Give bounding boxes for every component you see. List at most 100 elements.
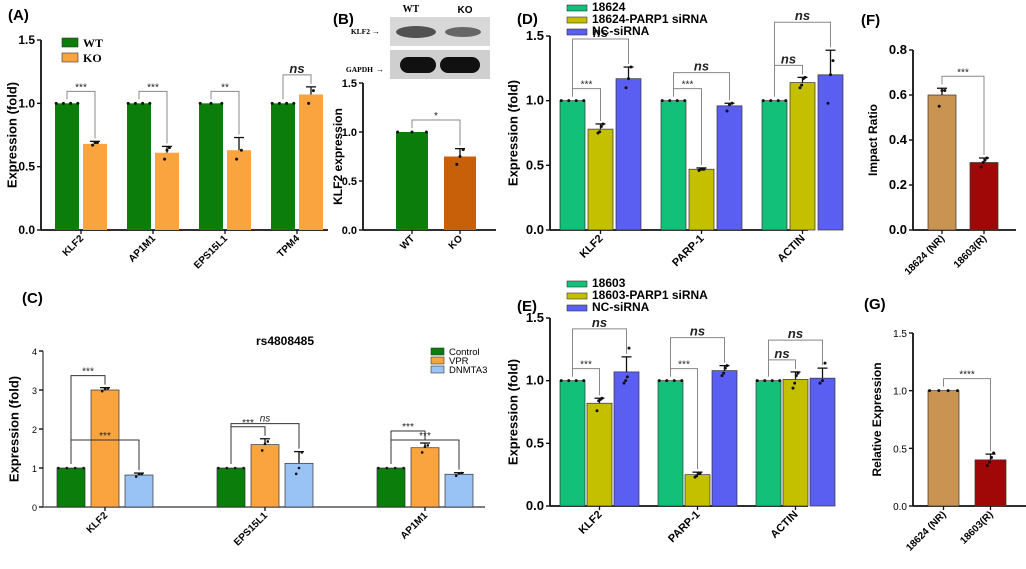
data-point [559, 379, 563, 383]
legend-swatch [566, 28, 588, 36]
legend-swatch [61, 37, 79, 48]
data-point [985, 156, 989, 160]
significance-bracket [230, 423, 300, 464]
bar [809, 377, 836, 507]
y-tick-label: 0.0 [526, 498, 544, 513]
significance-label: ns [690, 324, 705, 339]
data-point [730, 101, 734, 105]
x-tick-label: AP1M1 [127, 233, 159, 265]
legend-label: Control [449, 347, 480, 358]
data-point [297, 466, 301, 470]
chart-title-c: rs4808485 [256, 334, 314, 348]
data-point [985, 464, 989, 468]
data-point [680, 379, 684, 383]
legend-label: KO [83, 51, 102, 65]
data-point [69, 101, 73, 105]
data-point [460, 471, 464, 475]
data-point [937, 104, 941, 108]
panel-label-f: (F) [861, 12, 880, 29]
data-point [946, 389, 950, 393]
blot-lane-label-wt: WT [403, 4, 420, 15]
data-point [627, 77, 630, 81]
data-point [761, 99, 765, 103]
legend-swatch [566, 4, 588, 12]
x-tick-label: WT [398, 233, 417, 252]
x-tick-label: KO [447, 233, 466, 252]
data-point [981, 161, 985, 164]
significance-label: ** [221, 82, 229, 93]
y-axis-label: Expression (fold) [506, 359, 521, 465]
data-point [657, 379, 661, 383]
data-point [567, 99, 571, 103]
data-point [574, 99, 578, 103]
data-point [385, 466, 389, 470]
data-point [163, 157, 167, 161]
legend-swatch [430, 347, 445, 356]
data-point [723, 366, 727, 370]
data-point [672, 379, 676, 383]
bar [716, 105, 743, 231]
data-point [803, 75, 807, 79]
data-point [791, 386, 795, 390]
data-point [627, 346, 631, 350]
bar [124, 474, 154, 508]
data-point [292, 101, 296, 105]
data-point [800, 83, 804, 87]
y-tick-label: 1.5 [18, 33, 35, 47]
data-point [93, 141, 97, 145]
data-point [720, 374, 724, 378]
data-point [725, 109, 729, 113]
data-point [167, 146, 171, 150]
panel-c: 0 1 2 3 4 Expression (fold) KLF2 EPS15L1 AP1M1 **… [7, 347, 488, 548]
blot-band-klf2-wt [396, 26, 436, 38]
panel-e: 0.0 0.5 1.0 1.5 Expression (fold) KLF2 PARP-1 A… [506, 276, 836, 545]
arrow-right-icon: → [372, 27, 380, 36]
legend-label: DNMTA3 [449, 365, 487, 376]
bar [216, 467, 246, 508]
panel-f: 0.0 0.2 0.4 0.6 0.8 Impact Ratio 18624 (NR) 186… [866, 42, 1016, 278]
legend-label: NC-siRNA [592, 300, 650, 314]
panel-b: 0.0 0.5 1.0 1.5 KLF2 expression WT KO * [331, 78, 496, 252]
panel-a: 0.0 0.5 1.0 1.5 Expression (fold) KLF2 AP1M1 EP… [5, 33, 328, 271]
panel-label-c: (C) [22, 290, 43, 307]
x-tick-label: ACTIN [768, 509, 800, 541]
data-point [455, 162, 459, 166]
data-point [624, 86, 628, 90]
significance-label: *** [147, 82, 159, 93]
data-point [665, 379, 669, 383]
bar [613, 371, 640, 507]
data-point [76, 101, 80, 105]
data-point [100, 389, 104, 393]
y-tick-label: 3 [32, 386, 37, 396]
bar [969, 162, 999, 231]
data-point [668, 99, 672, 103]
data-point [798, 86, 802, 90]
x-tick-label: 18603(R) [952, 233, 989, 270]
data-point [940, 89, 944, 92]
data-point [979, 165, 983, 169]
bar [789, 82, 816, 231]
data-point [54, 101, 58, 105]
bar [250, 444, 280, 508]
y-tick-label: 0.0 [18, 223, 35, 237]
data-point [728, 103, 731, 107]
y-tick-label: 0 [32, 503, 37, 513]
y-tick-label: 0.5 [342, 176, 357, 188]
bar [688, 168, 715, 231]
data-point [599, 125, 603, 129]
panel-g: 0.0 0.5 1.0 1.5 Relative Expression 18624 (NR… [870, 329, 1026, 554]
bar [587, 128, 614, 231]
data-point [722, 371, 726, 375]
x-tick-label: EPS15L1 [192, 233, 230, 271]
bar [444, 473, 474, 508]
data-point [992, 451, 996, 455]
data-point [266, 440, 270, 443]
bar [199, 103, 223, 230]
x-tick-label: KLF2 [85, 510, 111, 536]
data-point [73, 466, 77, 470]
y-tick-label: 0.5 [526, 435, 544, 450]
data-point [410, 130, 414, 134]
bar [299, 94, 323, 230]
blot-lane-label-ko: KO [458, 5, 473, 16]
data-point [770, 379, 774, 383]
